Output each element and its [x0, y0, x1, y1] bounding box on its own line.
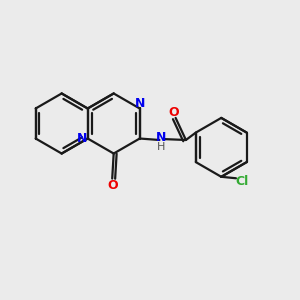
Text: O: O	[169, 106, 179, 118]
Text: O: O	[107, 178, 118, 191]
Text: N: N	[156, 130, 166, 143]
Text: N: N	[135, 97, 146, 110]
Text: N: N	[77, 132, 88, 145]
Text: H: H	[157, 142, 165, 152]
Text: Cl: Cl	[235, 175, 248, 188]
